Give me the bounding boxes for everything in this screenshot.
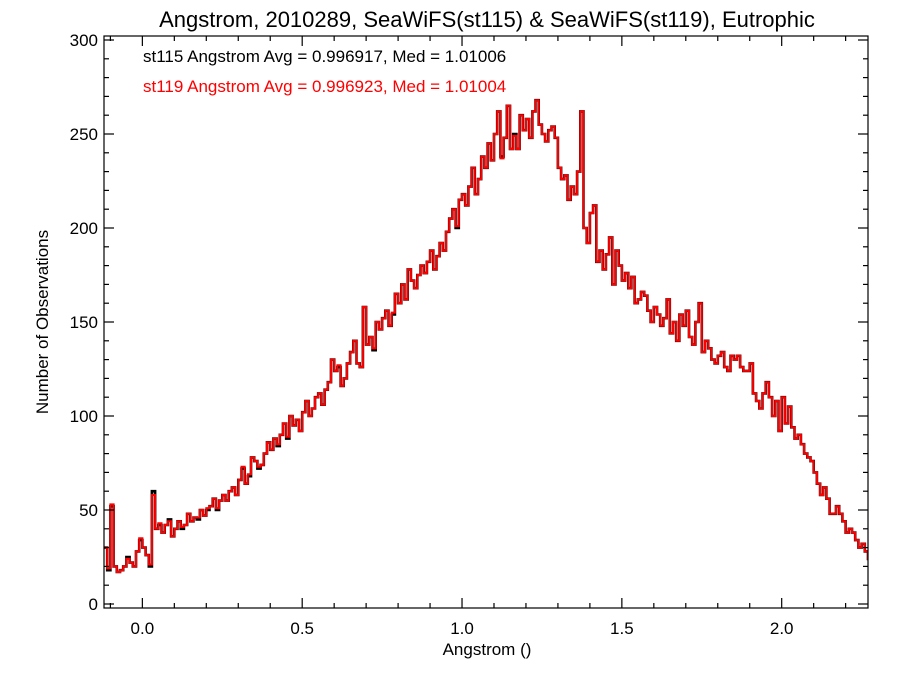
series-layer — [104, 98, 868, 574]
plot-frame — [103, 35, 869, 609]
x-tick-label: 1.0 — [450, 619, 474, 638]
y-tick-label: 250 — [70, 125, 98, 144]
y-tick-label: 200 — [70, 219, 98, 238]
x-axis-title: Angstrom () — [443, 640, 532, 659]
y-tick-label: 50 — [79, 501, 98, 520]
y-tick-label: 300 — [70, 31, 98, 50]
x-tick-label: 0.5 — [290, 619, 314, 638]
y-tick-label: 0 — [89, 595, 98, 614]
series-line-st119 — [104, 99, 868, 573]
y-axis-title: Number of Observations — [33, 230, 52, 414]
ticks-layer: 0.0 0.5 1.0 1.5 2.0 0 50 100 150 200 250 300 — [70, 31, 868, 638]
annotation-st115: st115 Angstrom Avg = 0.996917, Med = 1.0… — [143, 47, 506, 66]
y-tick-label: 150 — [70, 313, 98, 332]
series-line-st115 — [104, 98, 868, 574]
y-tick-label: 100 — [70, 407, 98, 426]
x-tick-label: 0.0 — [131, 619, 155, 638]
x-tick-label: 1.5 — [610, 619, 634, 638]
annotation-st119: st119 Angstrom Avg = 0.996923, Med = 1.0… — [143, 77, 506, 96]
x-tick-label: 2.0 — [770, 619, 794, 638]
chart-title: Angstrom, 2010289, SeaWiFS(st115) & SeaW… — [159, 7, 815, 32]
